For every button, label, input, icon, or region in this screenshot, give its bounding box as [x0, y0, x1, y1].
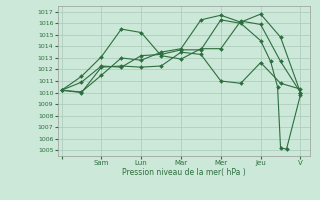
X-axis label: Pression niveau de la mer( hPa ): Pression niveau de la mer( hPa ) [122, 168, 246, 177]
